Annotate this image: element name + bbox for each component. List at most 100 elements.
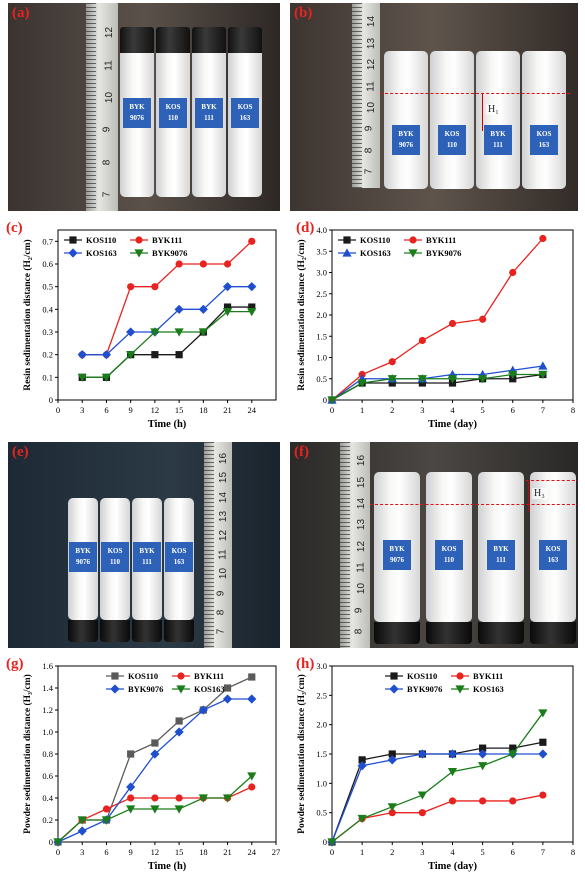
data-point [77, 350, 87, 360]
x-tick-label: 3 [420, 847, 424, 857]
legend-entry: BYK111 [171, 671, 224, 681]
y-tick-label: 1.5 [316, 331, 327, 341]
data-point [77, 373, 87, 382]
legend-label: KOS110 [360, 235, 390, 245]
data-point [387, 375, 397, 384]
height-arrow [482, 93, 483, 131]
data-point [508, 370, 518, 380]
data-point [127, 794, 135, 802]
plot-frame [57, 229, 277, 401]
ruler-number: 13 [366, 37, 378, 49]
legend-label: BYK111 [194, 671, 224, 681]
data-point [151, 351, 159, 359]
y-tick-label: 0.2 [42, 350, 53, 360]
y-tick-label: 1.5 [316, 749, 327, 759]
data-point [418, 809, 426, 817]
bottle-cap [374, 622, 420, 644]
series-BYK9076 [53, 694, 257, 847]
x-tick-label: 2 [390, 405, 394, 415]
x-tick-label: 5 [481, 847, 485, 857]
data-point [417, 375, 427, 384]
data-point [222, 694, 233, 704]
x-axis-label: Time (h) [148, 861, 187, 872]
data-point [539, 791, 547, 799]
data-point [174, 805, 184, 814]
sample-tag: BYK 111 [487, 540, 515, 570]
data-point [539, 234, 547, 243]
legend-label: BYK111 [152, 235, 182, 245]
panel-label: (h) [296, 656, 314, 672]
sample-tag: KOS 163 [231, 98, 259, 128]
data-point [538, 370, 548, 380]
data-point [447, 749, 458, 759]
ruler-number: 10 [366, 101, 378, 113]
ruler-number: 9 [215, 590, 227, 596]
data-point [388, 809, 396, 817]
series-line [82, 240, 253, 356]
y-tick-label: 0.6 [42, 771, 53, 781]
series-line [331, 373, 543, 401]
data-point [127, 283, 135, 291]
y-tick-label: 0.1 [42, 372, 53, 382]
sample-tag: BYK 9076 [69, 542, 97, 572]
chart-panel-d: 0 1 2 3 4 5 6 7 8 0 0.5 1.0 1.5 2.0 2.5 3.0 3.5 4.0 Time (… [296, 220, 575, 430]
panel-label: (d) [296, 220, 314, 236]
data-point [248, 673, 256, 681]
ruler: 7 8 9 10 11 12 13 14 15 16 [204, 442, 232, 648]
legend-entry: BYK111 [404, 235, 456, 245]
x-tick-label: 18 [199, 405, 208, 415]
data-point [538, 749, 548, 759]
photo-panel-e: 7 8 9 10 11 12 13 14 15 16 BYK 9076 KOS 110 BYK 111 K… [8, 442, 280, 648]
x-tick-label: 15 [175, 405, 184, 415]
ruler-number: 8 [363, 147, 375, 153]
panel-label: (c) [6, 220, 23, 236]
data-point [126, 782, 136, 792]
height-arrow [528, 480, 529, 512]
legend-label: KOS163 [473, 684, 504, 694]
series-line [331, 712, 544, 843]
sample-bottle [476, 51, 520, 189]
ruler-number: 16 [356, 455, 368, 467]
bottle-cap [100, 620, 130, 642]
series-KOS163 [327, 709, 548, 847]
data-point [479, 744, 487, 752]
ruler: 8 9 10 11 12 13 14 15 16 [340, 442, 370, 648]
data-point [247, 282, 257, 292]
ruler-number: 14 [218, 491, 230, 503]
legend-entry: KOS110 [64, 235, 116, 245]
x-tick-label: 3 [80, 405, 84, 415]
photo-panel-f: 8 9 10 11 12 13 14 15 16 BYK 9076 KOS 110 BYK 111 KO… [290, 442, 578, 648]
series-KOS163 [53, 772, 257, 847]
ruler-number: 15 [356, 476, 368, 488]
ruler-number: 12 [104, 27, 116, 39]
data-point [101, 816, 112, 825]
sample-tag: KOS 163 [530, 125, 558, 155]
data-point [478, 375, 488, 384]
series-line [82, 310, 252, 378]
series-BYK9076 [327, 370, 548, 405]
x-tick-label: 7 [541, 847, 545, 857]
series-KOS163 [77, 282, 257, 360]
legend-label: BYK9076 [152, 248, 187, 258]
y-axis-label: Resin sedimentation distance (H₂/cm) [22, 239, 33, 390]
data-point [479, 797, 487, 805]
y-tick-label: 1.2 [42, 705, 53, 715]
data-point [198, 328, 208, 337]
sample-bottle [430, 51, 474, 189]
x-tick-label: 3 [80, 847, 84, 857]
data-point [127, 750, 135, 758]
ruler: 7 8 9 10 11 12 [86, 3, 118, 211]
data-point [77, 816, 87, 825]
data-point [151, 794, 159, 802]
data-point [174, 727, 184, 737]
ruler-number: 13 [356, 519, 368, 531]
data-point [175, 794, 183, 802]
data-point [150, 805, 160, 814]
data-point [247, 772, 257, 781]
sample-tag: BYK 111 [484, 125, 512, 155]
x-tick-label: 12 [151, 847, 160, 857]
data-point [478, 762, 488, 771]
data-point [447, 768, 458, 777]
y-tick-label: 0 [323, 837, 327, 847]
legend-label: KOS163 [194, 684, 225, 694]
